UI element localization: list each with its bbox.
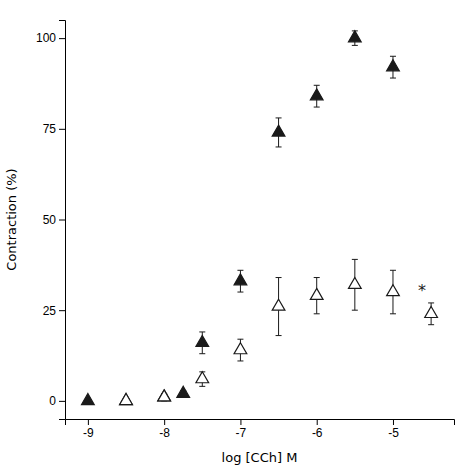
point [348,277,361,288]
point [387,285,400,296]
x-axis-title: log [CCh] M [222,450,298,465]
x-tick-mark [240,419,241,425]
y-tick-mark [59,129,65,130]
y-axis-title: Contraction (%) [4,168,19,270]
point [272,299,285,310]
point [387,60,400,71]
chart: -9 -8 -7 -6 -5 0 25 50 75 100 * log [CCh] M Contract… [0,0,474,474]
error-bar-cap [237,339,243,340]
error-bar-cap [199,386,205,387]
x-tick-mark [164,419,165,425]
y-tick-label: 0 [49,394,56,408]
error-bar-cap [352,45,358,46]
point [177,386,190,397]
error-bar-cap [237,360,243,361]
error-bar-cap [237,292,243,293]
error-bar-cap [314,313,320,314]
point [234,343,247,354]
x-axis-line [66,420,455,426]
point [234,274,247,285]
series [82,31,400,405]
x-tick: -9 [83,419,94,440]
error-bar-cap [390,56,396,57]
y-tick: 0 [49,394,65,408]
y-tick: 50 [43,213,65,227]
error-bar-cap [428,302,434,303]
error-bar-cap [276,117,282,118]
error-bar-cap [352,259,358,260]
error-bar-cap [428,324,434,325]
point [272,125,285,136]
y-tick: 25 [43,304,65,318]
error-bar-cap [314,277,320,278]
error-bar-cap [390,313,396,314]
x-tick: -5 [388,419,399,440]
x-tick: -7 [236,419,247,440]
marks [82,31,438,405]
y-axis-line [59,21,66,420]
error-bar-cap [276,335,282,336]
point [196,335,209,346]
x-tick: -6 [312,419,323,440]
y-tick: 75 [43,122,65,136]
y-tick-mark [59,401,65,402]
error-bar-cap [390,270,396,271]
error-bar-cap [390,78,396,79]
plot: -9 -8 -7 -6 -5 0 25 50 75 100 * [36,21,455,440]
x-tick-mark [88,419,89,425]
error-bar-cap [276,146,282,147]
point [348,31,361,42]
point [196,372,209,383]
y-tick-mark [59,38,65,39]
point [158,390,171,401]
y-tick-label: 25 [43,304,57,318]
y-tick-mark [59,310,65,311]
y-tick-label: 100 [36,31,56,45]
error-bar-cap [199,331,205,332]
error-bar-cap [352,310,358,311]
x-tick-label: -7 [236,426,247,440]
series [120,259,438,404]
x-tick-label: -6 [312,426,323,440]
y-axis: 0 25 50 75 100 [36,21,66,420]
point [158,390,171,401]
error-bar-cap [237,270,243,271]
y-tick-mark [59,220,65,221]
x-tick-mark [317,419,318,425]
point [82,394,95,405]
point [425,306,438,317]
x-tick-label: -9 [83,426,94,440]
y-tick-label: 50 [43,213,57,227]
error-bar-cap [199,353,205,354]
point [310,89,323,100]
error-bar-cap [314,85,320,86]
x-tick: -8 [159,419,170,440]
x-tick-mark [393,419,394,425]
point [120,394,133,405]
error-bar-cap [314,107,320,108]
point [120,394,133,405]
error-bar-cap [276,277,282,278]
y-tick-label: 75 [43,122,57,136]
point [310,288,323,299]
annotation: * [418,281,426,300]
x-axis: -9 -8 -7 -6 -5 [66,419,455,440]
y-tick: 100 [36,31,65,45]
x-tick-label: -8 [159,426,170,440]
x-tick-label: -5 [388,426,399,440]
